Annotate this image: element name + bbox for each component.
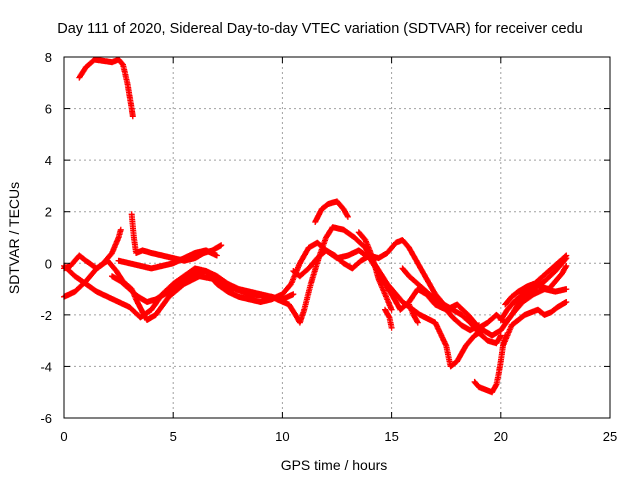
y-tick-label: 8 [45,50,52,65]
plus-markers [382,306,395,331]
series-track-5 [128,211,225,264]
x-axis-label: GPS time / hours [281,457,388,473]
plus-markers [399,265,482,334]
y-tick-label: 4 [45,153,52,168]
x-tick-label: 25 [603,429,617,444]
series-track-1 [76,56,136,120]
series-track-15 [500,299,570,349]
y-tick-label: 6 [45,102,52,117]
plus-markers [115,247,220,272]
plus-markers [312,198,351,225]
x-tick-label: 20 [494,429,508,444]
y-axis-label: SDTVAR / TECUs [6,182,22,294]
plus-markers [109,268,297,305]
series-track-7 [109,268,297,305]
plus-markers [76,56,136,120]
plus-markers [61,226,124,272]
chart-title: Day 111 of 2020, Sidereal Day-to-day VTE… [57,21,582,37]
y-tick-label: -6 [40,411,52,426]
series-track-12 [406,301,421,326]
y-tick-label: 0 [45,256,52,271]
axes: 0 5 10 15 20 25 -6 -4 -2 0 2 4 6 8 [40,50,617,444]
series-track-17 [502,262,570,308]
x-tick-label: 0 [60,429,67,444]
y-tick-label: -4 [40,359,52,374]
series-track-8 [312,198,351,225]
x-tick-label: 15 [384,429,398,444]
plot-frame [63,56,611,419]
plus-markers [502,262,570,308]
plus-markers [290,237,504,347]
plus-markers [406,301,421,326]
series-track-11 [382,306,395,331]
series-track-2 [61,226,124,272]
data-layer [61,56,570,396]
y-tick-label: 2 [45,205,52,220]
series-track-6 [115,247,220,272]
y-tick-label: -2 [40,308,52,323]
plus-markers [500,299,570,349]
series-track-10 [355,229,395,313]
plus-markers [128,211,225,264]
series-track-13 [399,265,482,334]
plus-markers [355,229,395,313]
x-tick-label: 10 [275,429,289,444]
grid-lines [64,57,610,418]
x-tick-label: 5 [170,429,177,444]
series-track-9 [290,237,504,347]
